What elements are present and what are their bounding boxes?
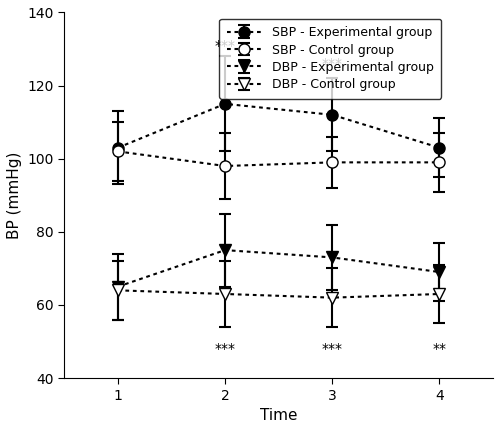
Text: ***: *** [214, 39, 236, 52]
X-axis label: Time: Time [260, 408, 298, 423]
Text: ***: *** [322, 341, 343, 356]
Y-axis label: BP (mmHg): BP (mmHg) [7, 152, 22, 239]
Legend: SBP - Experimental group, SBP - Control group, DBP - Experimental group, DBP - C: SBP - Experimental group, SBP - Control … [219, 18, 441, 99]
Text: ***: *** [214, 341, 236, 356]
Text: **: ** [432, 341, 446, 356]
Text: ***: *** [322, 57, 343, 71]
